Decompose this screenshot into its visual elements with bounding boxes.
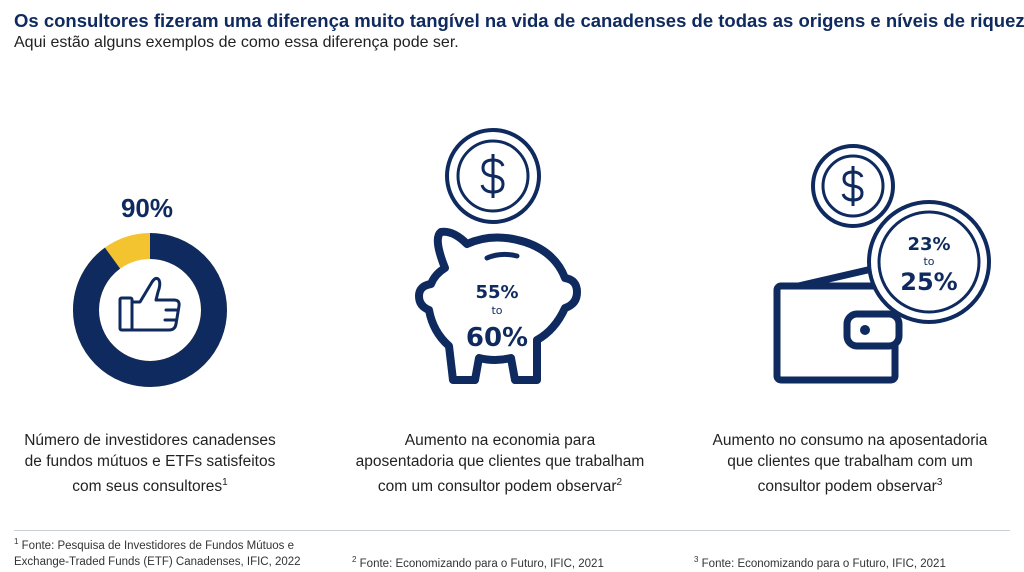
consumption-connector: to: [923, 255, 934, 268]
coin-badge: [867, 200, 991, 324]
footnote-divider: [14, 530, 1010, 531]
stat-consumption-caption: Aumento no consumo na aposentadoria que …: [712, 432, 988, 496]
gauge-fill-arc: [73, 233, 227, 387]
consumption-value-high: 25%: [900, 268, 957, 296]
footnote-1: 1 Fonte: Pesquisa de Investidores de Fun…: [14, 537, 301, 568]
savings-graphic: 55% to 60%: [415, 128, 581, 384]
dollar-coin-icon: [811, 144, 895, 228]
savings-connector: to: [491, 304, 502, 317]
consumption-value-low: 23%: [907, 234, 950, 255]
stat-satisfaction-value: 90%: [120, 193, 174, 223]
page-title: Os consultores fizeram uma diferença mui…: [14, 10, 1024, 31]
savings-value-high: 60%: [466, 323, 528, 353]
savings-value-low: 55%: [475, 282, 518, 303]
satisfaction-gauge: [73, 233, 227, 387]
stat-satisfaction-caption: Número de investidores canadenses de fun…: [24, 432, 276, 496]
footnote-3: 3 Fonte: Economizando para o Futuro, IFI…: [694, 555, 946, 570]
dollar-coin-icon: [445, 128, 541, 224]
stat-savings-caption: Aumento na economia para aposentadoria q…: [355, 432, 645, 496]
piggy-bank-icon: [415, 227, 581, 384]
page-subtitle: Aqui estão alguns exemplos de como essa …: [14, 34, 459, 51]
thumbs-up-icon: [118, 276, 181, 332]
footnote-2: 2 Fonte: Economizando para o Futuro, IFI…: [352, 555, 604, 570]
consumption-graphic: 23% to 25%: [773, 144, 991, 384]
